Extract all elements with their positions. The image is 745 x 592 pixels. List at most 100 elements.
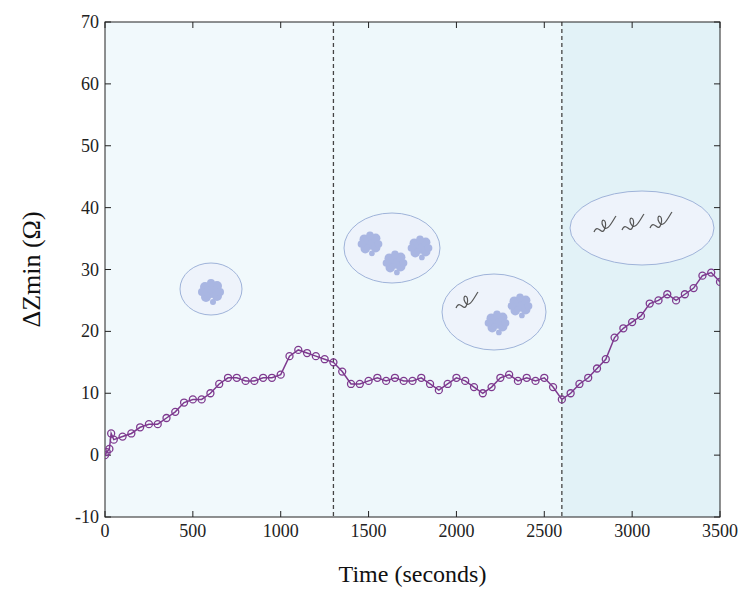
x-tick-label: 0: [101, 521, 110, 541]
data-point: [312, 353, 319, 360]
y-tick-label: 10: [81, 383, 99, 403]
y-tick-label: 0: [90, 445, 99, 465]
data-point: [708, 269, 715, 276]
y-tick-right: [714, 331, 720, 332]
data-point: [550, 384, 557, 391]
protein-icon: [383, 251, 408, 276]
data-point: [356, 380, 363, 387]
x-tick: [544, 511, 545, 517]
data-point: [488, 384, 495, 391]
data-point: [277, 371, 284, 378]
protein-blob: [485, 319, 493, 327]
peptide-icon: [456, 292, 478, 308]
series: [105, 269, 720, 459]
data-point: [558, 396, 565, 403]
data-point: [541, 374, 548, 381]
x-tick-label: 1500: [351, 521, 387, 541]
y-tick: [105, 22, 111, 23]
x-tick-label: 2500: [526, 521, 562, 541]
illustrations: [180, 191, 714, 350]
protein-icon: [485, 311, 510, 336]
data-point: [681, 291, 688, 298]
data-point: [198, 396, 205, 403]
protein-blob: [366, 232, 374, 240]
data-point: [374, 374, 381, 381]
protein-blob: [400, 259, 408, 267]
data-point: [690, 285, 697, 292]
protein-blob: [358, 240, 366, 248]
data-point: [339, 368, 346, 375]
x-tick-top: [368, 22, 369, 28]
data-point: [207, 390, 214, 397]
x-tick: [192, 511, 193, 517]
data-point: [163, 415, 170, 422]
y-tick: [105, 331, 111, 332]
y-tick-label: 20: [81, 321, 99, 341]
y-tick-right: [714, 22, 720, 23]
chart: 0500100015002000250030003500-10010203040…: [0, 0, 745, 592]
data-point: [233, 374, 240, 381]
illustration-bubble: [570, 191, 714, 265]
protein-icon: [508, 294, 533, 319]
y-tick-label: 50: [81, 136, 99, 156]
data-point: [435, 387, 442, 394]
data-point: [646, 300, 653, 307]
x-tick: [632, 511, 633, 517]
data-point: [119, 433, 126, 440]
data-point: [471, 384, 478, 391]
data-point: [462, 377, 469, 384]
data-point: [383, 377, 390, 384]
data-point: [664, 291, 671, 298]
y-tick-label: 60: [81, 74, 99, 94]
phase-region: [562, 22, 720, 517]
protein-blob: [508, 302, 516, 310]
data-point: [110, 436, 117, 443]
data-point: [427, 380, 434, 387]
data-point: [418, 374, 425, 381]
data-point: [216, 380, 223, 387]
data-point: [365, 377, 372, 384]
data-point: [444, 380, 451, 387]
y-tick: [105, 269, 111, 270]
data-point: [637, 312, 644, 319]
x-tick-label: 2000: [438, 521, 474, 541]
x-tick: [105, 511, 106, 517]
data-point: [567, 390, 574, 397]
data-point: [225, 374, 232, 381]
x-tick: [368, 511, 369, 517]
data-point: [523, 374, 530, 381]
x-tick-top: [280, 22, 281, 28]
data-point: [189, 396, 196, 403]
data-point: [286, 353, 293, 360]
data-point: [585, 374, 592, 381]
phase-line: [333, 22, 334, 517]
protein-icon: [198, 279, 224, 305]
data-point: [453, 374, 460, 381]
x-tick: [456, 511, 457, 517]
data-point: [497, 374, 504, 381]
protein-blob: [198, 288, 206, 296]
data-point: [145, 421, 152, 428]
data-point: [128, 430, 135, 437]
protein-blob: [525, 302, 533, 310]
data-point: [260, 374, 267, 381]
x-tick-label: 500: [179, 521, 206, 541]
data-point: [629, 319, 636, 326]
y-tick-label: -10: [75, 507, 99, 527]
protein-blob: [419, 255, 425, 261]
x-tick: [280, 511, 281, 517]
y-tick-label: 30: [81, 260, 99, 280]
illustration-bubble: [180, 263, 242, 315]
protein-blob: [207, 279, 215, 287]
x-tick: [720, 511, 721, 517]
y-tick-right: [714, 393, 720, 394]
y-tick-right: [714, 517, 720, 518]
x-tick-top: [720, 22, 721, 28]
y-tick: [105, 145, 111, 146]
data-point: [391, 374, 398, 381]
y-tick-right: [714, 455, 720, 456]
protein-blob: [519, 313, 525, 319]
protein-blob: [375, 240, 383, 248]
data-point: [348, 380, 355, 387]
protein-blob: [369, 251, 375, 257]
